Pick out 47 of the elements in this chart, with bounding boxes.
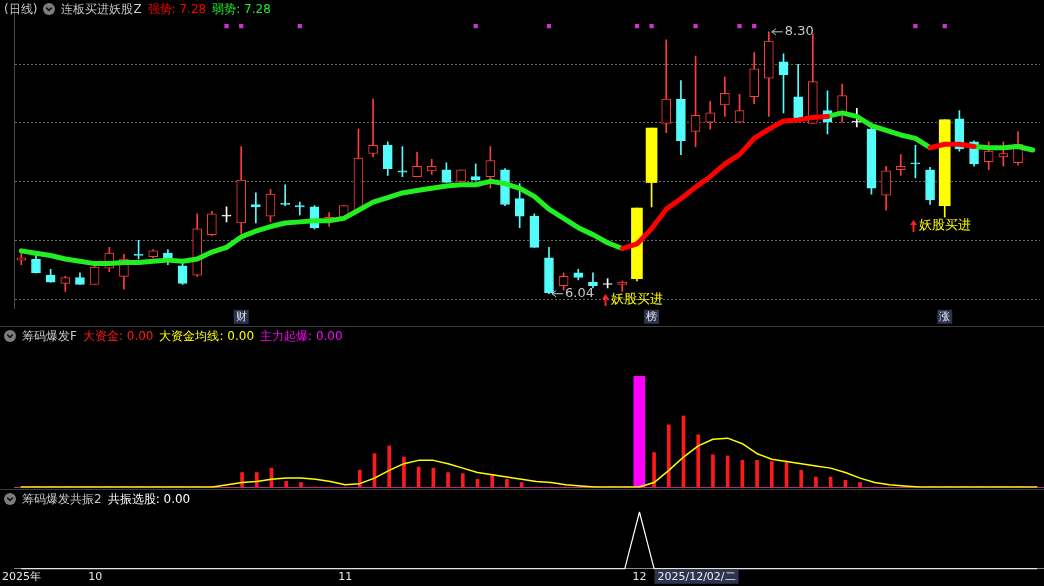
- text: 大资金均线: 0.00: [159, 328, 255, 344]
- x-tick-label: 10: [88, 570, 103, 584]
- x-tick-label: 涨: [939, 310, 951, 324]
- bar: [240, 472, 244, 487]
- bar: [299, 482, 303, 487]
- candlestick: [294, 201, 305, 216]
- bar: [799, 470, 804, 487]
- bar: [652, 452, 656, 487]
- bar: [633, 376, 646, 487]
- bar: [254, 472, 259, 487]
- annotation: 8.30: [784, 23, 814, 39]
- text: 强势: 7.28: [147, 1, 207, 17]
- bar: [711, 454, 715, 487]
- chart-title: 筹码爆发F: [22, 328, 77, 344]
- chart-title: (日线): [4, 1, 38, 17]
- text: 弱势: 7.28: [212, 1, 271, 17]
- bar: [402, 456, 406, 487]
- bar: [814, 476, 818, 487]
- text: 共振选股: 0.00: [107, 491, 191, 507]
- candlestick: [895, 154, 906, 176]
- data-label: 妖股买进: [918, 217, 971, 233]
- x-tick-label: 财: [235, 310, 247, 324]
- candlestick: [16, 252, 27, 266]
- data-label: 妖股买进: [610, 291, 663, 307]
- bar: [666, 424, 671, 487]
- x-tick-label: 2025年: [2, 570, 42, 584]
- text: 大资金: 0.00: [82, 328, 154, 344]
- candlestick: [251, 192, 261, 224]
- bar: [387, 445, 392, 487]
- annotation: 6.04: [564, 285, 594, 301]
- bar: [357, 470, 362, 487]
- x-tick-label: 11: [338, 570, 353, 584]
- bar: [284, 481, 289, 487]
- text: 主力起爆: 0.00: [260, 328, 343, 344]
- text: 2025/12/02/二: [657, 570, 736, 584]
- bar: [858, 482, 862, 487]
- bar: [505, 478, 509, 487]
- bar: [696, 434, 701, 487]
- chart-subtitle: 连板买进妖股Z: [61, 1, 142, 17]
- bar: [769, 461, 774, 487]
- candlestick: [368, 98, 378, 158]
- x-tick-label: 12: [632, 570, 647, 584]
- bar: [460, 473, 465, 487]
- x-tick-label: 榜: [646, 310, 658, 324]
- chart-title: 筹码爆发共振2: [22, 491, 102, 507]
- bar: [755, 460, 759, 487]
- bar: [446, 472, 450, 487]
